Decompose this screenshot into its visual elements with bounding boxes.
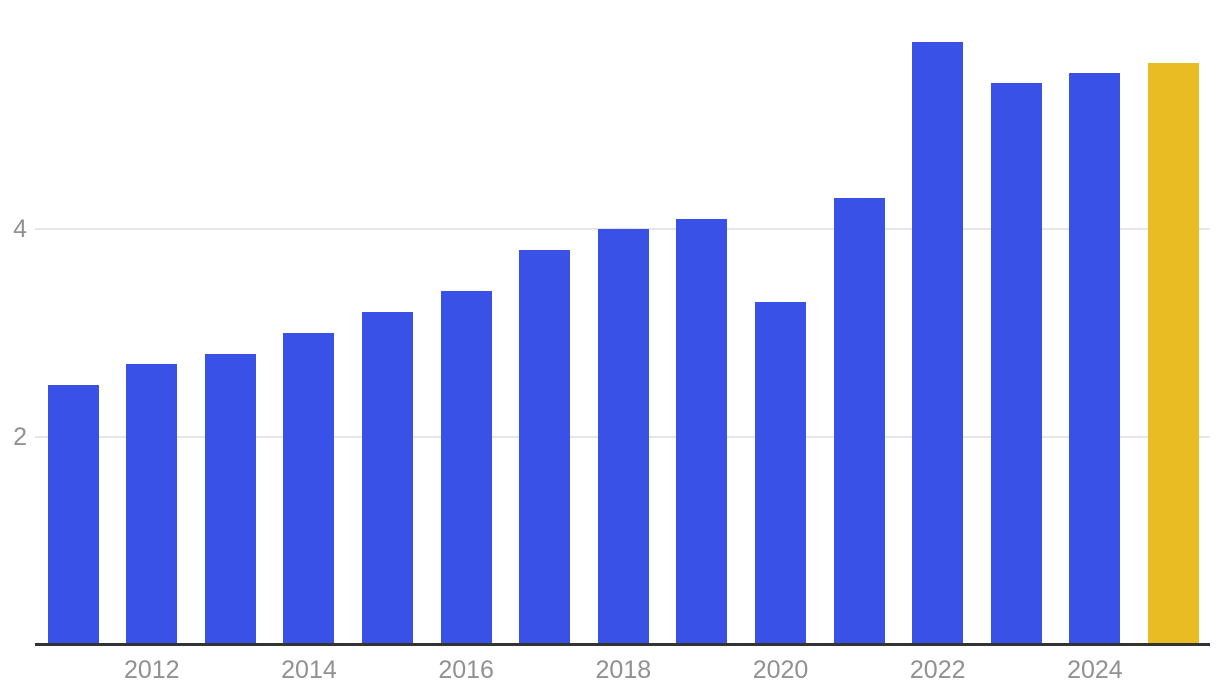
y-axis-tick-label: 2 [13, 423, 27, 451]
bar-2019[interactable] [676, 218, 728, 643]
bar-2018[interactable] [597, 229, 649, 643]
bar-2012[interactable] [126, 364, 178, 643]
x-axis-line [35, 643, 1210, 646]
bar-highlighted-2025[interactable] [1148, 62, 1199, 643]
bar-2022[interactable] [912, 41, 964, 643]
x-axis-tick-label: 2016 [438, 656, 494, 684]
x-axis-tick-label: 2014 [281, 656, 337, 684]
x-axis-tick-label: 2020 [752, 656, 809, 684]
bar-2015[interactable] [362, 312, 414, 643]
bar-2023[interactable] [990, 83, 1042, 643]
bar-2020[interactable] [755, 301, 807, 643]
bar-2013[interactable] [204, 353, 256, 643]
bar-2014[interactable] [283, 333, 335, 643]
bar-2024[interactable] [1069, 73, 1121, 643]
y-axis-tick-label: 4 [13, 215, 27, 243]
bar-2017[interactable] [519, 249, 571, 643]
bar-2021[interactable] [833, 197, 885, 643]
x-axis-tick-label: 2022 [909, 656, 966, 684]
x-axis-tick-label: 2012 [123, 656, 180, 684]
x-axis-tick-label: 2018 [595, 656, 652, 684]
bar-2011[interactable] [47, 385, 99, 643]
x-axis-tick-label: 2024 [1067, 656, 1123, 684]
bar-2016[interactable] [440, 291, 492, 643]
